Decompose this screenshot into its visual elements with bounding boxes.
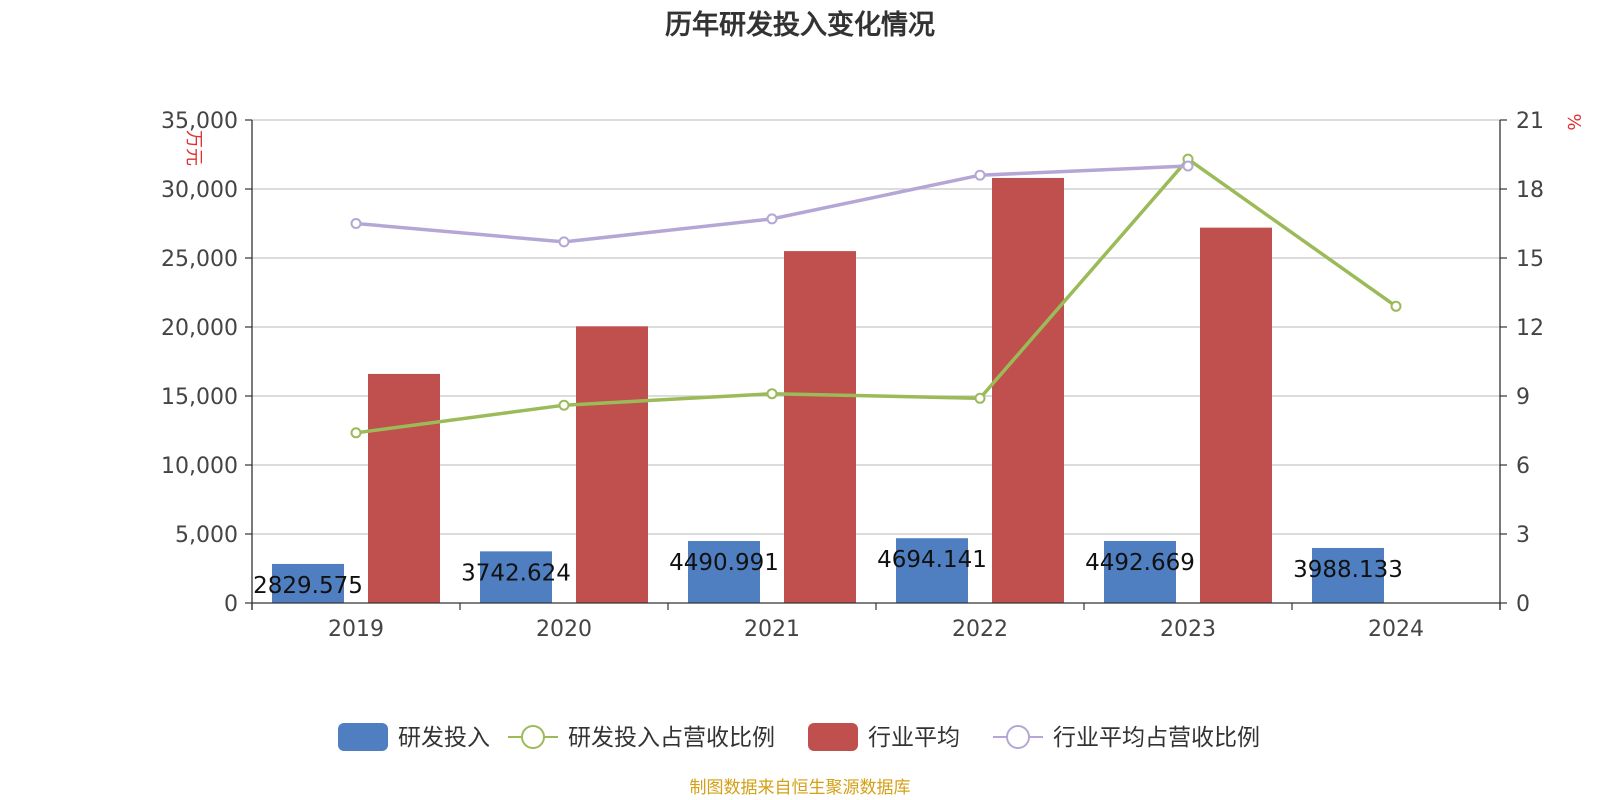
bar-data-label: 4490.991	[669, 550, 779, 576]
legend-label: 行业平均	[868, 725, 960, 751]
line-point	[558, 399, 570, 411]
bar-data-label: 3988.133	[1293, 557, 1403, 583]
left-axis-tick-label: 0	[224, 592, 238, 617]
bar	[1104, 541, 1176, 603]
line-point	[350, 427, 362, 439]
right-axis-unit: %	[1563, 113, 1584, 130]
left-axis-tick-label: 30,000	[161, 178, 238, 203]
right-axis-tick-label: 15	[1516, 247, 1544, 272]
x-axis-tick-label: 2020	[536, 617, 592, 642]
right-axis-tick-label: 0	[1516, 592, 1530, 617]
bar	[784, 251, 856, 603]
legend-swatch	[808, 723, 858, 751]
bar	[992, 177, 1064, 603]
bar	[1312, 547, 1384, 603]
x-axis-tick-label: 2021	[744, 617, 800, 642]
bar	[896, 538, 968, 603]
left-axis-tick-label: 25,000	[161, 247, 238, 272]
bar	[480, 551, 552, 603]
left-axis-tick-label: 10,000	[161, 454, 238, 479]
right-axis-tick-label: 3	[1516, 523, 1530, 548]
bar-data-label: 2829.575	[253, 573, 363, 599]
source-note: 制图数据来自恒生聚源数据库	[690, 778, 911, 798]
legend-label: 研发投入	[398, 725, 490, 751]
right-axis-tick-label: 18	[1516, 178, 1544, 203]
x-axis-tick-label: 2019	[328, 617, 384, 642]
left-axis-tick-label: 20,000	[161, 316, 238, 341]
bar-series	[272, 177, 1384, 603]
legend-marker	[521, 725, 545, 749]
line-series	[350, 153, 1402, 439]
line-point	[350, 218, 362, 229]
axes: 0 0 5,000 3 10,000 6 15,000 9 20,000 12 25,000 15 30…	[161, 109, 1544, 642]
left-axis-unit: 万元	[183, 130, 204, 166]
bar-data-label: 4492.669	[1085, 550, 1195, 576]
bar	[272, 563, 344, 603]
data-labels: 2829.575 3742.624 4490.991 4694.141 4492.669…	[253, 547, 1403, 599]
bar-data-label: 4694.141	[877, 547, 987, 573]
chart-title: 历年研发投入变化情况	[665, 9, 935, 41]
left-axis-tick-label: 35,000	[161, 109, 238, 134]
bar	[688, 541, 760, 603]
legend-label: 行业平均占营收比例	[1053, 725, 1260, 751]
right-axis-tick-label: 21	[1516, 109, 1544, 134]
bar-data-label: 3742.624	[461, 560, 571, 586]
line-point	[766, 388, 778, 400]
line-point	[1390, 300, 1402, 312]
legend: 研发投入 研发投入占营收比例 行业平均 行业平均占营收比例	[338, 723, 1260, 751]
line-point	[558, 236, 570, 248]
right-axis-tick-label: 6	[1516, 454, 1530, 479]
line-point	[1182, 160, 1194, 172]
x-axis-tick-label: 2023	[1160, 617, 1216, 642]
right-axis-tick-label: 9	[1516, 385, 1530, 410]
legend-label: 研发投入占营收比例	[568, 725, 775, 751]
bar	[368, 373, 440, 603]
x-axis-tick-label: 2022	[952, 617, 1008, 642]
legend-swatch	[338, 723, 388, 751]
right-axis-tick-label: 12	[1516, 316, 1544, 341]
left-axis-tick-label: 15,000	[161, 385, 238, 410]
bar	[1200, 227, 1272, 603]
x-axis-tick-label: 2024	[1368, 617, 1424, 642]
line-point	[974, 392, 986, 404]
left-axis-tick-label: 5,000	[175, 523, 238, 548]
line-point	[974, 169, 986, 181]
line-point	[766, 213, 778, 225]
series-line	[355, 156, 1398, 435]
bar	[576, 326, 648, 603]
legend-marker	[1006, 725, 1030, 749]
